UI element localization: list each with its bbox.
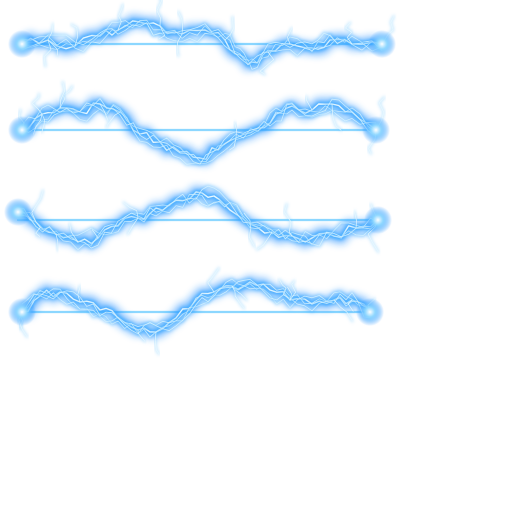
end-orb-right xyxy=(368,30,396,58)
spark-branch xyxy=(259,51,275,75)
spark-branch xyxy=(43,39,52,67)
spark-branch xyxy=(333,299,353,322)
end-orb-left xyxy=(8,30,36,58)
spark-branch xyxy=(122,202,139,219)
spark-branch xyxy=(248,223,255,248)
spark-branch xyxy=(154,331,160,355)
spark-branch xyxy=(158,25,166,40)
spark-branch xyxy=(47,23,54,41)
spark-branch xyxy=(287,27,293,45)
end-orb-right xyxy=(364,206,392,234)
spark-branch xyxy=(99,103,109,121)
spark-branch xyxy=(41,113,45,133)
spark-branch xyxy=(69,223,79,243)
spark-branch xyxy=(106,111,121,128)
bolt-secondary xyxy=(21,22,383,65)
spark-branch xyxy=(256,231,273,250)
lightning-frame-1 xyxy=(8,0,396,76)
spark-branch xyxy=(91,229,99,239)
spark-branch xyxy=(353,211,357,229)
end-orb-left xyxy=(8,298,36,326)
end-orb-right xyxy=(362,116,390,144)
spark-branch xyxy=(347,299,354,312)
spark-branch xyxy=(234,122,237,139)
spark-branch xyxy=(224,16,234,41)
spark-branch xyxy=(331,103,342,131)
spark-branch xyxy=(279,279,291,301)
spark-branch xyxy=(47,39,58,56)
spark-branch xyxy=(137,329,146,342)
spark-branch xyxy=(156,0,162,27)
spark-branch xyxy=(284,203,293,237)
spark-branch xyxy=(59,81,66,109)
bolt-secondary xyxy=(17,193,379,243)
spark-branch xyxy=(306,95,313,111)
bolt-secondary xyxy=(21,19,383,70)
spark-branch xyxy=(35,221,41,237)
spark-branch xyxy=(243,212,251,225)
spark-branch xyxy=(177,11,183,35)
spark-branch xyxy=(31,190,44,223)
spark-branch xyxy=(32,93,43,115)
spark-branch xyxy=(345,22,353,45)
lightning-frame-3 xyxy=(4,184,392,253)
spark-branch xyxy=(207,267,220,293)
end-orb-left xyxy=(4,198,32,226)
spark-branch xyxy=(55,233,59,251)
end-orb-left xyxy=(8,116,36,144)
spark-branch xyxy=(229,137,237,151)
end-orb-right xyxy=(356,298,384,326)
spark-branch xyxy=(177,33,183,57)
spark-branch xyxy=(70,24,79,47)
lightning-frame-2 xyxy=(8,81,390,166)
bolt-secondary xyxy=(21,98,377,165)
spark-branch xyxy=(117,4,124,31)
bolt-secondary xyxy=(21,279,371,335)
lightning-frame-4 xyxy=(8,267,384,355)
spark-branch xyxy=(289,280,296,301)
spark-branch xyxy=(231,285,245,309)
spark-branch xyxy=(127,217,139,235)
spark-branch xyxy=(77,285,81,303)
